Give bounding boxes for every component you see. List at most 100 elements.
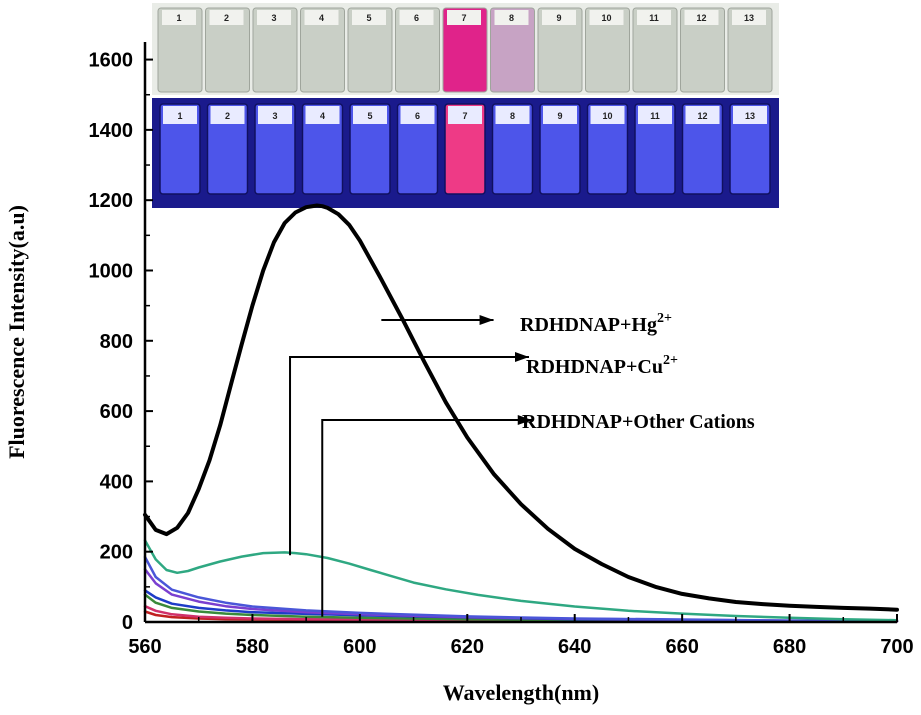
y-tick-label: 200 — [100, 542, 133, 564]
annotation-label: RDHDNAP+Other Cations — [522, 411, 755, 433]
y-tick-label: 1600 — [89, 50, 134, 72]
vial-number: 2 — [224, 13, 229, 23]
vial-cap-label — [494, 10, 529, 25]
vial-cap-label — [257, 10, 291, 25]
x-tick-label: 620 — [451, 636, 484, 658]
uv-vial — [254, 103, 296, 195]
vial-number: 13 — [744, 13, 754, 23]
vial-number: 4 — [320, 111, 325, 121]
daylight-vial — [727, 7, 773, 93]
daylight-vial — [157, 7, 203, 93]
vial-cap-label — [495, 106, 530, 124]
y-axis-title: Fluorescence Intensity(a.u) — [4, 205, 29, 459]
daylight-vial — [490, 7, 535, 93]
y-tick-label: 400 — [100, 471, 133, 493]
vial-cap-label — [637, 10, 671, 25]
daylight-vial — [347, 7, 393, 93]
vial-cap-label — [304, 10, 339, 25]
vial-cap-label — [684, 10, 719, 25]
x-tick-label: 660 — [665, 636, 698, 658]
daylight-vial — [537, 7, 583, 93]
y-tick-label: 1400 — [89, 120, 134, 142]
vial-cap-label — [638, 106, 672, 124]
hg-arrow — [381, 315, 494, 325]
daylight-vial — [300, 7, 345, 93]
y-ticks: 0 200 400 600 800 1000 1200 1400 1600 — [89, 50, 153, 634]
vial-number: 4 — [319, 13, 324, 23]
vial-cap-label — [732, 10, 766, 25]
vial-cap-label — [589, 10, 624, 25]
vial-cap-label — [400, 106, 435, 124]
daylight-vial — [442, 7, 488, 93]
vial-number: 6 — [415, 111, 420, 121]
uv-vial — [586, 103, 629, 195]
annotation-text: RDHDNAP+Cu — [526, 356, 663, 378]
vial-number: 5 — [367, 111, 372, 121]
x-tick-label: 640 — [558, 636, 591, 658]
vial-cap-label — [399, 10, 434, 25]
vial-number: 9 — [556, 13, 561, 23]
x-tick-label: 580 — [236, 636, 269, 658]
x-ticks: 560 580 600 620 640 660 680 700 — [128, 614, 914, 658]
vial-number: 8 — [509, 13, 514, 23]
vial-cap-label — [163, 106, 197, 124]
daylight-vial — [680, 7, 725, 93]
vial-number: 7 — [461, 13, 466, 23]
series-layer — [143, 203, 899, 623]
annotation-text: RDHDNAP+Hg — [520, 314, 657, 336]
uv-vial — [159, 103, 201, 195]
vial-number: 6 — [414, 13, 419, 23]
uv-vial — [681, 103, 724, 195]
vial-number: 8 — [510, 111, 515, 121]
daylight-vial — [585, 7, 630, 93]
vial-number: 1 — [177, 111, 182, 121]
vial-cap-label — [590, 106, 625, 124]
y-tick-label: 600 — [100, 401, 133, 423]
vial-cap-label — [542, 10, 576, 25]
vial-cap-label — [352, 10, 386, 25]
x-tick-label: 680 — [773, 636, 806, 658]
uv-vial — [349, 103, 391, 195]
vial-cap-label — [353, 106, 387, 124]
vial-cap-label — [447, 10, 481, 25]
cu-arrow — [289, 352, 529, 556]
vial-number: 11 — [649, 13, 659, 23]
uv-vial — [491, 103, 534, 195]
y-tick-label: 1200 — [89, 190, 134, 212]
vial-number: 12 — [697, 111, 707, 121]
vial-number: 1 — [176, 13, 181, 23]
uv-vial — [206, 103, 249, 195]
x-tick-label: 560 — [128, 636, 161, 658]
vial-number: 10 — [601, 13, 611, 23]
uv-vial — [634, 103, 676, 195]
vial-number: 13 — [745, 111, 755, 121]
y-tick-label: 0 — [122, 612, 133, 634]
uv-vial — [539, 103, 581, 195]
y-tick-label: 1000 — [89, 260, 134, 282]
uv-vial — [301, 103, 344, 195]
vial-number: 9 — [557, 111, 562, 121]
series-line-1 — [143, 203, 899, 612]
vial-number: 10 — [602, 111, 612, 121]
uv-vial — [729, 103, 771, 195]
vial-number: 7 — [462, 111, 467, 121]
y-tick-label: 800 — [100, 331, 133, 353]
daylight-vial — [205, 7, 250, 93]
vial-cap-label — [305, 106, 340, 124]
x-tick-label: 700 — [880, 636, 913, 658]
vial-number: 5 — [366, 13, 371, 23]
vial-number: 3 — [272, 111, 277, 121]
daylight-vial — [252, 7, 298, 93]
other-arrow — [321, 415, 532, 617]
x-tick-label: 600 — [343, 636, 376, 658]
vial-cap-label — [685, 106, 720, 124]
series-line-2 — [143, 539, 899, 622]
daylight-vial — [632, 7, 678, 93]
annotation-layer: RDHDNAP+Hg2+RDHDNAP+Cu2+RDHDNAP+Other Ca… — [289, 311, 755, 617]
daylight-vial — [395, 7, 440, 93]
vial-cap-label — [210, 106, 245, 124]
annotation-label: RDHDNAP+Hg2+ — [520, 311, 672, 336]
vial-cap-label — [162, 10, 196, 25]
